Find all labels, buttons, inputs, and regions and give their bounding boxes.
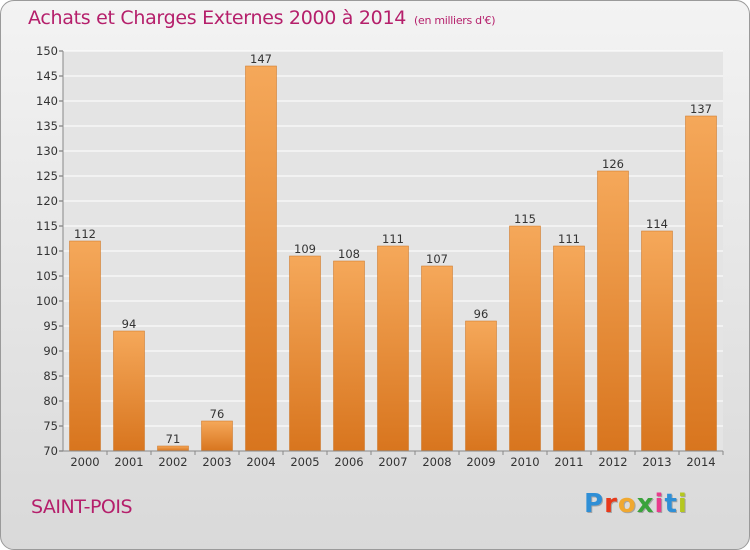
bars: 112 94 71 76 147 109 108 111 107 96 115 111 126 114 13… xyxy=(69,52,717,452)
x-tick-label-2004: 2004 xyxy=(246,455,275,469)
commune-name: SAINT-POIS xyxy=(31,496,133,518)
bar-2000 xyxy=(69,240,101,452)
x-tick-label-2009: 2009 xyxy=(466,455,495,469)
x-tick-label-2003: 2003 xyxy=(202,455,231,469)
x-tick-label-2010: 2010 xyxy=(510,455,539,469)
bar-2010 xyxy=(509,225,541,452)
data-label-2013: 114 xyxy=(646,217,668,231)
y-tick-label-130: 130 xyxy=(36,144,58,158)
data-label-2009: 96 xyxy=(474,307,489,321)
data-label-2008: 107 xyxy=(426,252,448,266)
chart-title-text: Achats et Charges Externes 2000 à 2014 xyxy=(28,7,407,29)
y-tick-label-75: 75 xyxy=(43,419,58,433)
y-tick-label-125: 125 xyxy=(36,169,58,183)
bar-2006 xyxy=(333,260,365,452)
y-tick-label-135: 135 xyxy=(36,119,58,133)
y-tick-label-120: 120 xyxy=(36,194,58,208)
y-axis: 70 75 80 85 90 95 100 105 110 115 120 125 130 135 140 1… xyxy=(36,44,723,458)
x-tick-label-2012: 2012 xyxy=(598,455,627,469)
chart-unit: (en milliers d'€) xyxy=(414,14,496,27)
x-tick-label-2007: 2007 xyxy=(378,455,407,469)
bar-2012 xyxy=(597,170,629,452)
data-label-2011: 111 xyxy=(558,232,580,246)
x-tick-label-2008: 2008 xyxy=(422,455,451,469)
x-tick-label-2013: 2013 xyxy=(642,455,671,469)
logo-letter: i xyxy=(654,489,665,519)
data-label-2001: 94 xyxy=(122,317,137,331)
y-tick-label-115: 115 xyxy=(36,219,58,233)
y-tick-label-90: 90 xyxy=(43,344,58,358)
y-tick-label-150: 150 xyxy=(36,44,58,58)
data-label-2007: 111 xyxy=(382,232,404,246)
bar-2008 xyxy=(421,265,453,452)
bar-2005 xyxy=(289,255,321,452)
logo-letter: o xyxy=(617,489,637,519)
logo-letter: P xyxy=(584,489,605,519)
x-tick-label-2011: 2011 xyxy=(554,455,583,469)
x-tick-label-2002: 2002 xyxy=(158,455,187,469)
x-tick-label-2006: 2006 xyxy=(334,455,363,469)
y-tick-label-80: 80 xyxy=(43,394,58,408)
x-tick-label-2014: 2014 xyxy=(686,455,715,469)
logo-letter: i xyxy=(677,489,688,519)
y-tick-label-100: 100 xyxy=(36,294,58,308)
data-label-2010: 115 xyxy=(514,212,536,226)
data-label-2002: 71 xyxy=(166,432,181,446)
data-label-2000: 112 xyxy=(74,227,96,241)
bar-2001 xyxy=(113,330,145,452)
data-label-2014: 137 xyxy=(690,102,712,116)
bar-2013 xyxy=(641,230,673,452)
y-tick-label-85: 85 xyxy=(43,369,58,383)
x-tick-label-2001: 2001 xyxy=(114,455,143,469)
data-label-2004: 147 xyxy=(250,52,272,66)
chart-title: Achats et Charges Externes 2000 à 2014 (e… xyxy=(28,7,496,29)
bar-2003 xyxy=(201,420,233,452)
proxiti-logo[interactable]: Proxiti xyxy=(584,489,688,519)
y-tick-label-145: 145 xyxy=(36,69,58,83)
bar-2002 xyxy=(157,445,189,452)
logo-letter: r xyxy=(604,489,618,519)
bar-2007 xyxy=(377,245,409,452)
bar-2014 xyxy=(685,115,717,452)
y-tick-label-95: 95 xyxy=(43,319,58,333)
y-tick-label-105: 105 xyxy=(36,269,58,283)
y-tick-label-140: 140 xyxy=(36,94,58,108)
data-label-2012: 126 xyxy=(602,157,624,171)
bar-2009 xyxy=(465,320,497,452)
x-tick-label-2005: 2005 xyxy=(290,455,319,469)
data-label-2005: 109 xyxy=(294,242,316,256)
logo-letter: x xyxy=(636,489,655,519)
bar-2011 xyxy=(553,245,585,452)
data-label-2003: 76 xyxy=(210,407,225,421)
bar-2004 xyxy=(245,65,277,452)
y-tick-label-70: 70 xyxy=(43,444,58,458)
x-tick-label-2000: 2000 xyxy=(70,455,99,469)
y-tick-label-110: 110 xyxy=(36,244,58,258)
x-axis: 2000 2001 2002 2003 2004 2005 2006 2007 2008 2009… xyxy=(70,451,724,469)
logo-letter: t xyxy=(664,489,678,519)
data-label-2006: 108 xyxy=(338,247,360,261)
